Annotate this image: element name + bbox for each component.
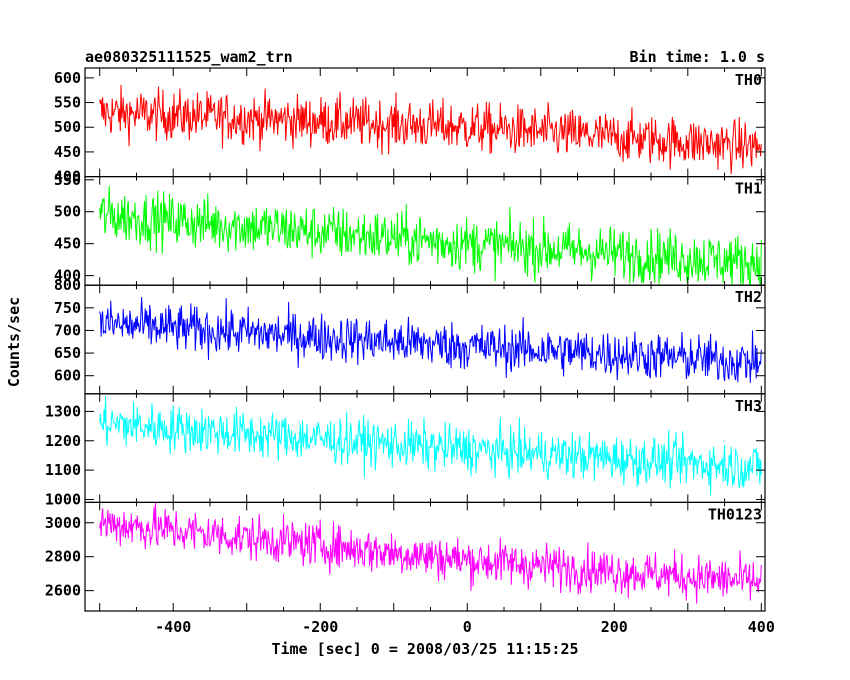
panel-label-th3: TH3 — [735, 397, 762, 415]
y-tick-label: 400 — [54, 267, 81, 285]
y-tick-label: 600 — [54, 69, 81, 87]
series-line-th0 — [99, 84, 762, 174]
y-tick-label: 1000 — [45, 490, 81, 508]
y-tick-label: 400 — [54, 168, 81, 186]
y-axis-label: Counts/sec — [5, 297, 23, 387]
y-tick-label: 450 — [54, 143, 81, 161]
y-tick-label: 700 — [54, 321, 81, 339]
y-tick-label: 1300 — [45, 402, 81, 420]
panel-label-th0123: TH0123 — [708, 505, 762, 523]
x-axis-label: Time [sec] 0 = 2008/03/25 11:15:25 — [271, 640, 578, 658]
panel-frame-th3 — [84, 393, 766, 503]
y-tick-label: 500 — [54, 203, 81, 221]
y-tick-label: 750 — [54, 299, 81, 317]
panel-label-th1: TH1 — [735, 180, 762, 198]
x-tick-label: -200 — [302, 618, 338, 636]
x-tick-label: 200 — [601, 618, 628, 636]
y-tick-label: 550 — [54, 171, 81, 189]
y-tick-label: 1200 — [45, 432, 81, 450]
panel-frame-th0 — [84, 67, 766, 178]
series-line-th2 — [99, 297, 762, 383]
x-tick-label: 0 — [463, 618, 472, 636]
x-tick-label: 400 — [748, 618, 775, 636]
y-tick-label: 450 — [54, 235, 81, 253]
y-tick-label: 2800 — [45, 548, 81, 566]
series-line-th1 — [99, 185, 762, 286]
y-tick-label: 500 — [54, 118, 81, 136]
series-line-th0123 — [99, 502, 762, 604]
y-tick-label: 800 — [54, 276, 81, 294]
y-tick-label: 1100 — [45, 461, 81, 479]
y-tick-label: 550 — [54, 94, 81, 112]
x-tick-label: -400 — [155, 618, 191, 636]
y-tick-label: 600 — [54, 367, 81, 385]
chart-title: ae080325111525_wam2_trn — [85, 48, 293, 66]
panel-label-th2: TH2 — [735, 288, 762, 306]
y-tick-label: 2600 — [45, 582, 81, 600]
panels-group: 400 450 500 550 600 TH0 400 450 500 550 TH1 600 650 7… — [45, 67, 775, 636]
y-tick-label: 3000 — [45, 514, 81, 532]
series-line-th3 — [99, 396, 762, 496]
panel-label-th0: TH0 — [735, 71, 762, 89]
y-tick-label: 650 — [54, 344, 81, 362]
chart-subtitle: Bin time: 1.0 s — [630, 48, 765, 66]
